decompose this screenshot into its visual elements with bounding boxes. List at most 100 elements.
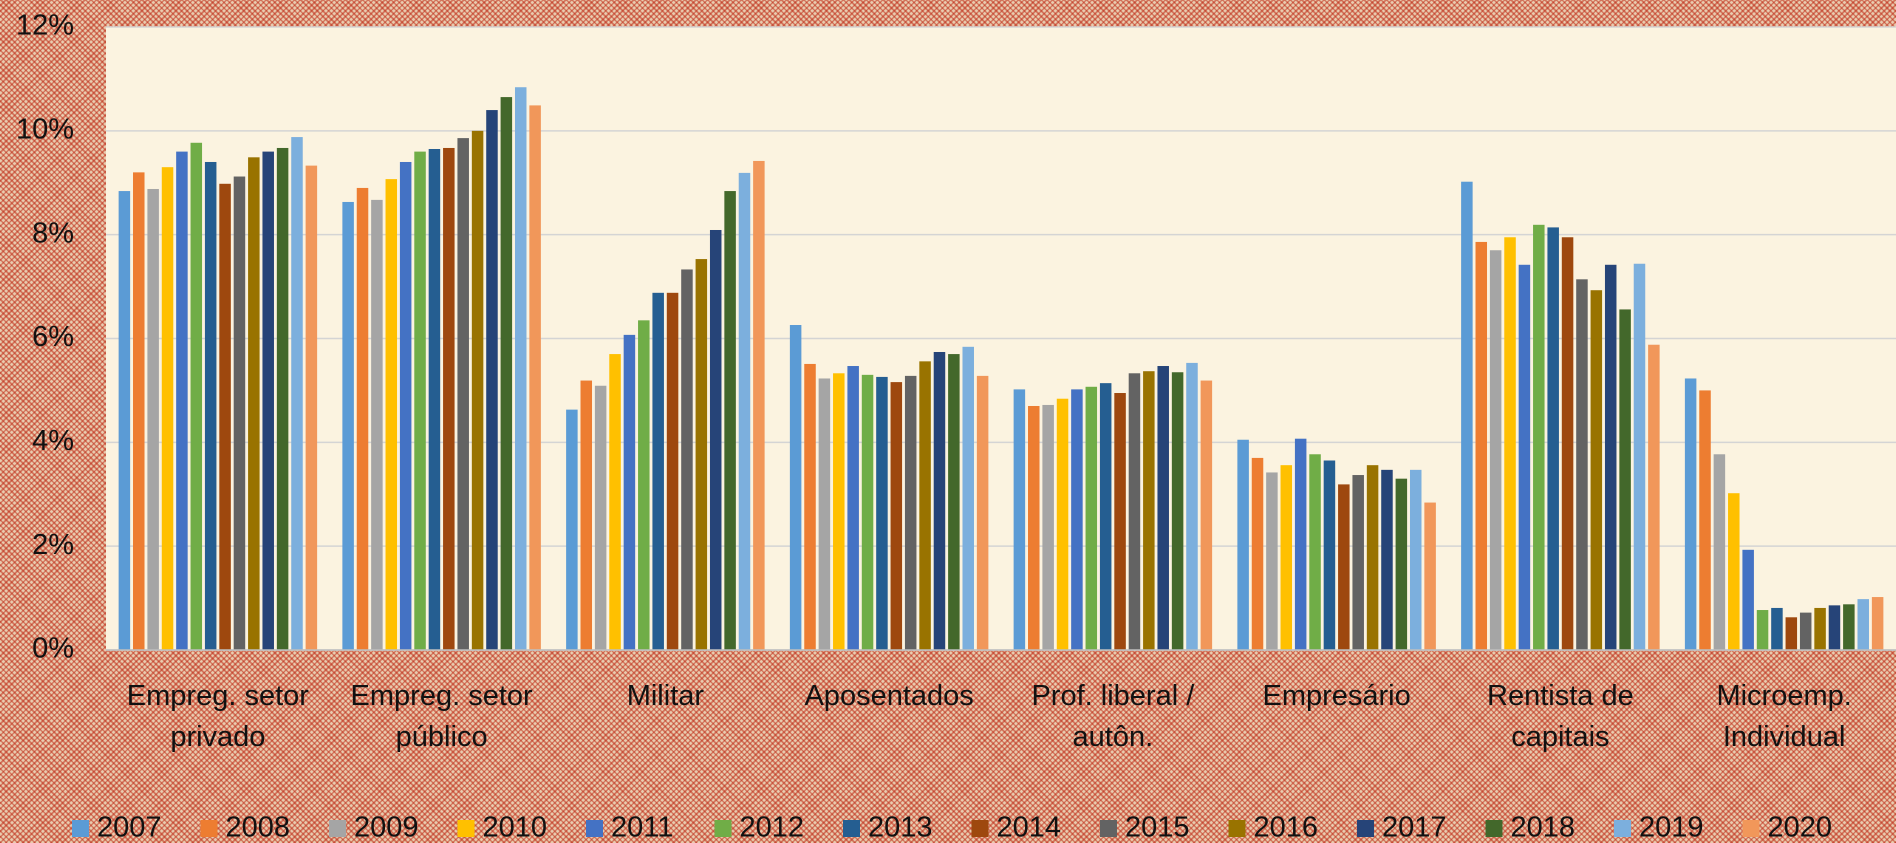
bar <box>804 363 816 650</box>
bar <box>818 378 831 650</box>
bar <box>638 320 650 650</box>
legend-swatch <box>1614 820 1631 837</box>
bar <box>399 161 412 650</box>
legend-label: 2008 <box>226 812 291 843</box>
bar <box>176 151 188 650</box>
bar <box>1489 250 1502 650</box>
legend-label: 2018 <box>1511 812 1576 843</box>
bar <box>1042 404 1054 650</box>
bar <box>1028 405 1040 650</box>
bar <box>262 151 274 650</box>
bar <box>861 374 874 650</box>
bar <box>666 292 679 650</box>
bar <box>1785 617 1798 650</box>
x-tick-label: Militar <box>626 680 705 712</box>
bar <box>1309 454 1321 650</box>
bar <box>566 409 578 650</box>
y-tick-label: 10% <box>16 113 74 145</box>
bar <box>1648 344 1660 650</box>
legend-swatch <box>586 820 603 837</box>
bar <box>471 130 484 651</box>
bar <box>1756 610 1769 650</box>
legend-swatch <box>1357 820 1374 837</box>
bar <box>1013 389 1026 650</box>
y-tick-label: 8% <box>32 217 74 249</box>
bar <box>190 142 203 650</box>
y-tick-label: 12% <box>16 10 74 42</box>
x-tick-label: Aposentados <box>804 680 974 712</box>
bar <box>1871 597 1884 650</box>
bar <box>609 354 621 650</box>
bar <box>1728 493 1740 650</box>
bar <box>847 366 859 650</box>
bar <box>385 179 398 650</box>
legend-label: 2016 <box>1254 812 1319 843</box>
bar <box>1684 378 1697 650</box>
bar <box>876 376 888 650</box>
bar <box>904 375 917 650</box>
bar <box>118 191 131 650</box>
bar <box>1171 372 1184 650</box>
bar <box>1323 460 1336 650</box>
bar <box>133 172 145 650</box>
bar <box>789 325 802 650</box>
bar <box>1843 604 1855 650</box>
bar <box>1828 605 1841 650</box>
bar <box>1475 241 1488 650</box>
legend-swatch <box>1742 820 1760 837</box>
bar <box>890 382 903 650</box>
legend-label: 2010 <box>483 812 548 843</box>
bar <box>594 385 607 650</box>
x-tick-label: Prof. liberal / autôn. <box>1031 680 1195 753</box>
bar <box>529 105 541 650</box>
x-tick-label: Empreg. setor público <box>350 680 533 753</box>
bar <box>1742 549 1754 650</box>
bar <box>443 147 455 651</box>
legend-swatch <box>329 820 346 837</box>
legend-label: 2014 <box>997 812 1062 843</box>
bar <box>1547 227 1559 651</box>
bar <box>1352 475 1364 650</box>
bar <box>161 167 174 651</box>
x-tick-label: Empresário <box>1262 680 1411 712</box>
legend-label: 2020 <box>1768 812 1833 843</box>
bar <box>1056 398 1069 650</box>
bar <box>1461 181 1473 650</box>
bar <box>219 183 231 650</box>
bar <box>753 160 765 650</box>
bar <box>342 201 354 650</box>
bar <box>305 165 318 650</box>
bar <box>1071 389 1083 650</box>
bar <box>652 292 664 650</box>
legend-label: 2015 <box>1125 812 1190 843</box>
legend-swatch <box>843 820 860 837</box>
legend-label: 2013 <box>868 812 933 843</box>
bar <box>1518 264 1531 650</box>
x-tick-label: Empreg. setor privado <box>126 680 309 753</box>
legend-label: 2017 <box>1382 812 1447 843</box>
legend-swatch <box>714 820 732 837</box>
bar <box>356 187 369 651</box>
bar <box>1713 454 1726 650</box>
bar <box>833 373 845 650</box>
bar <box>1395 478 1408 650</box>
bar <box>291 137 303 650</box>
bar <box>1251 457 1264 650</box>
y-tick-label: 2% <box>32 529 74 561</box>
bar <box>457 138 469 650</box>
bar <box>1294 438 1307 650</box>
bar <box>709 229 722 650</box>
y-tick-label: 6% <box>32 321 74 353</box>
bar <box>414 151 426 650</box>
bar <box>976 375 989 650</box>
bar <box>1814 607 1826 650</box>
bar <box>1099 383 1112 650</box>
bar <box>276 147 289 651</box>
bar <box>1771 607 1783 650</box>
legend-label: 2019 <box>1639 812 1704 843</box>
bar <box>1590 290 1603 650</box>
bar <box>1114 393 1126 650</box>
bar <box>428 149 441 651</box>
bar <box>1157 366 1169 650</box>
